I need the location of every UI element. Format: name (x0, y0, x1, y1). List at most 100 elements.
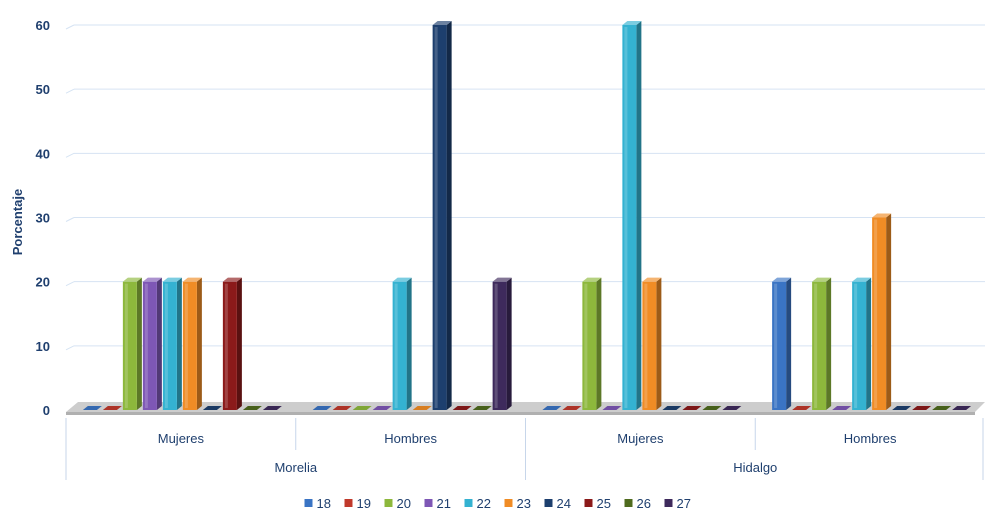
chart-floor (66, 402, 985, 415)
floor-plane (66, 402, 985, 412)
bars (82, 21, 972, 410)
bar (352, 406, 372, 410)
legend-swatch (464, 499, 473, 507)
bar (312, 406, 332, 410)
y-tick-label: 40 (36, 146, 50, 161)
legend-label: 19 (357, 496, 371, 511)
bar (852, 277, 872, 410)
bar (262, 406, 282, 410)
y-tick-label: 10 (36, 339, 50, 354)
legend-swatch (344, 499, 353, 507)
legend-label: 18 (317, 496, 331, 511)
bar (872, 213, 892, 410)
bar (662, 406, 682, 410)
y-tick-label: 60 (36, 18, 50, 33)
legend-item: 20 (384, 496, 411, 511)
gridline (65, 88, 75, 94)
floor-edge (66, 412, 975, 415)
legend-swatch (424, 499, 433, 507)
bar (432, 21, 452, 410)
legend-swatch (304, 499, 313, 507)
bar (562, 406, 582, 410)
bar (122, 277, 142, 410)
x-tick-label: Mujeres (158, 431, 205, 446)
legend-item: 24 (544, 496, 571, 511)
x-axis: Mujeres Hombres Morelia Mujeres Hombres Hidal… (65, 418, 984, 480)
y-tick-label: 50 (36, 82, 50, 97)
bar (622, 21, 642, 410)
legend-swatch (384, 499, 393, 507)
legend-swatch (584, 499, 593, 507)
y-tick-label: 30 (36, 211, 50, 226)
x-tick-label: Hombres (844, 431, 897, 446)
bar (412, 406, 432, 410)
bar (542, 406, 562, 410)
legend-label: 20 (397, 496, 411, 511)
bar (332, 406, 352, 410)
gridline (65, 217, 75, 222)
bar (222, 277, 242, 410)
bar (602, 406, 622, 410)
bar (242, 406, 262, 410)
legend-label: 25 (597, 496, 611, 511)
x-tick-label: Mujeres (617, 431, 664, 446)
x-group-label: Morelia (274, 460, 317, 475)
legend-swatch (544, 499, 553, 507)
bar (182, 277, 202, 410)
bar (682, 406, 702, 410)
bar (582, 277, 602, 410)
bar (772, 277, 792, 410)
x-group-label: Hidalgo (733, 460, 777, 475)
bar (832, 406, 852, 410)
y-axis-ticks: 0 10 20 30 40 50 60 (36, 18, 50, 418)
bar (492, 277, 512, 410)
gridline (65, 345, 75, 351)
bar (912, 406, 932, 410)
bar (202, 406, 222, 410)
legend-label: 23 (517, 496, 531, 511)
legend-swatch (504, 499, 513, 507)
y-axis-label: Porcentaje (10, 189, 25, 255)
bar (82, 406, 102, 410)
bar (812, 277, 832, 410)
legend: 18 19 20 21 22 23 24 25 26 27 (304, 496, 691, 511)
bar (392, 277, 412, 410)
bar (102, 406, 122, 410)
legend-item: 18 (304, 496, 331, 511)
bar (372, 406, 392, 410)
bar (702, 406, 722, 410)
bar (722, 406, 742, 410)
legend-swatch (664, 499, 673, 507)
bar (792, 406, 812, 410)
legend-label: 24 (557, 496, 571, 511)
bar (472, 406, 492, 410)
bar (952, 406, 972, 410)
gridline (65, 281, 75, 287)
legend-swatch (624, 499, 633, 507)
legend-item: 27 (664, 496, 691, 511)
bar (142, 277, 162, 410)
gridlines (65, 24, 985, 351)
legend-item: 19 (344, 496, 371, 511)
gridline (65, 152, 75, 158)
y-tick-label: 0 (43, 403, 50, 418)
bar (892, 406, 912, 410)
legend-label: 27 (677, 496, 691, 511)
legend-item: 22 (464, 496, 491, 511)
legend-item: 23 (504, 496, 531, 511)
legend-item: 21 (424, 496, 451, 511)
legend-label: 26 (637, 496, 651, 511)
legend-label: 21 (437, 496, 451, 511)
legend-item: 25 (584, 496, 611, 511)
bar (162, 277, 182, 410)
y-tick-label: 20 (36, 275, 50, 290)
bar (932, 406, 952, 410)
gridline (65, 24, 75, 30)
legend-label: 22 (477, 496, 491, 511)
x-tick-label: Hombres (384, 431, 437, 446)
bar (452, 406, 472, 410)
legend-item: 26 (624, 496, 651, 511)
bar (642, 277, 662, 410)
